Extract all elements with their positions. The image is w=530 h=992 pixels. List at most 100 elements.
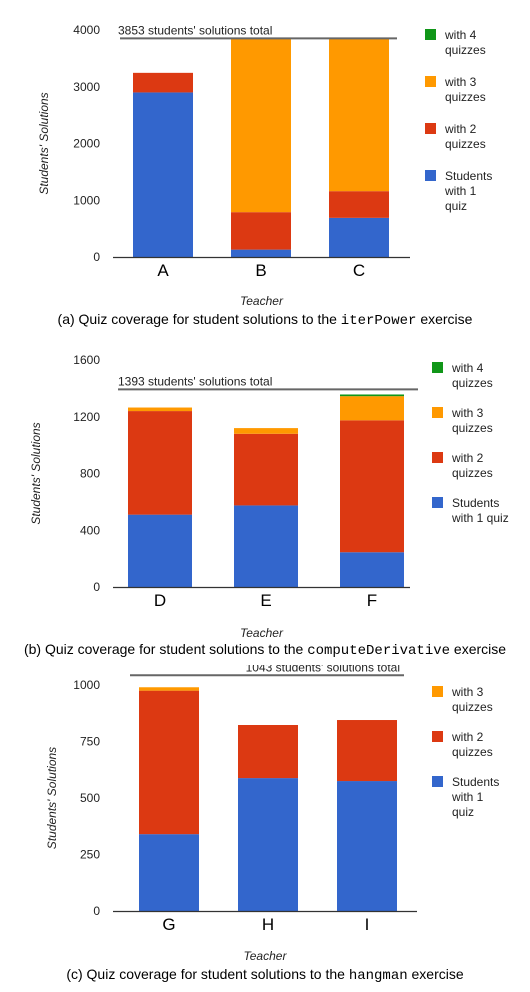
bar-segment xyxy=(340,394,404,397)
bar-segment xyxy=(340,396,404,421)
legend-label: with 3 xyxy=(444,75,477,89)
caption-prefix: (a) Quiz coverage for student solutions … xyxy=(57,311,337,327)
legend-label: quizzes xyxy=(452,745,493,759)
caption-code: hangman xyxy=(348,968,408,984)
y-tick-label: 1600 xyxy=(73,353,100,367)
y-tick-label: 1000 xyxy=(73,193,100,207)
bar-segment xyxy=(128,407,192,412)
caption-suffix: exercise xyxy=(420,311,473,327)
legend-label: quizzes xyxy=(452,421,493,435)
caption-suffix: exercise xyxy=(453,641,507,657)
total-label: 1393 students' solutions total xyxy=(118,374,272,388)
chart-hangman: 0 250 500 750 1000 G H I Teacher Students' Soluti… xyxy=(45,665,499,963)
bar-segment xyxy=(234,505,298,587)
legend-swatch xyxy=(432,407,443,418)
bar-segment xyxy=(128,411,192,515)
caption-hangman: (c) Quiz coverage for student solutions … xyxy=(0,966,530,984)
legend-label: quizzes xyxy=(452,700,493,714)
x-tick-label: A xyxy=(157,261,169,280)
legend-label: quiz xyxy=(452,805,474,819)
bar-segment xyxy=(231,249,291,257)
legend-label: Students xyxy=(445,169,492,183)
chart-panel-hangman: 0 250 500 750 1000 G H I Teacher Students' Soluti… xyxy=(0,665,530,992)
bar-segment xyxy=(234,433,298,506)
caption-computederivative: (b) Quiz coverage for student solutions … xyxy=(0,641,530,659)
x-tick-label: C xyxy=(353,261,365,280)
chart-computederivative: 0 400 800 1200 1600 D E F Teacher Students' Solut… xyxy=(29,353,509,640)
x-axis-title: Teacher xyxy=(244,949,288,963)
y-tick-label: 500 xyxy=(80,791,100,805)
bar-segment xyxy=(329,38,389,192)
chart-panel-computederivative: 0 400 800 1200 1600 D E F Teacher Students' Solut… xyxy=(0,330,530,665)
legend-label: quizzes xyxy=(452,376,493,390)
legend-label: Students xyxy=(452,775,499,789)
legend-label: quizzes xyxy=(445,137,486,151)
bar-segment xyxy=(337,720,397,782)
total-label: 3853 students' solutions total xyxy=(118,23,272,37)
caption-code: computeDerivative xyxy=(307,643,451,659)
y-axis-title: Students' Solutions xyxy=(37,92,51,194)
legend-label: with 1 quiz xyxy=(451,511,509,525)
bar-segment xyxy=(231,38,291,213)
y-axis-title: Students' Solutions xyxy=(45,747,59,849)
legend-label: with 3 xyxy=(451,406,484,420)
chart-iterpower: 0 1000 2000 3000 4000 A B C Teacher Students' Sol… xyxy=(37,23,492,308)
y-tick-label: 400 xyxy=(80,523,100,537)
y-tick-label: 800 xyxy=(80,467,100,481)
legend-label: with 2 xyxy=(451,730,484,744)
caption-prefix: (c) Quiz coverage for student solutions … xyxy=(66,966,345,982)
caption-code: iterPower xyxy=(340,313,417,329)
legend-swatch xyxy=(432,776,443,787)
bar-segment xyxy=(139,690,199,835)
x-tick-label: B xyxy=(255,261,266,280)
total-label: 1043 students' solutions total xyxy=(246,665,400,674)
bar-segment xyxy=(133,72,193,93)
bar-segment xyxy=(337,781,397,911)
bar-segment xyxy=(329,217,389,257)
bar-segment xyxy=(234,428,298,434)
legend-swatch xyxy=(425,76,436,87)
legend-swatch xyxy=(425,123,436,134)
y-axis-title: Students' Solutions xyxy=(29,422,43,524)
y-tick-label: 0 xyxy=(93,580,100,594)
y-tick-label: 1200 xyxy=(73,410,100,424)
x-tick-label: F xyxy=(367,591,377,610)
bar-segment xyxy=(238,778,298,911)
legend-label: with 4 xyxy=(451,361,484,375)
bar-segment xyxy=(340,420,404,553)
legend-swatch xyxy=(432,686,443,697)
y-tick-label: 4000 xyxy=(73,23,100,37)
bar-segment xyxy=(329,191,389,218)
caption-suffix: exercise xyxy=(411,966,464,982)
bar-segment xyxy=(133,92,193,257)
legend-label: with 2 xyxy=(451,451,484,465)
legend-label: quiz xyxy=(445,199,467,213)
x-axis-title: Teacher xyxy=(240,626,284,640)
legend-label: with 1 xyxy=(451,790,484,804)
legend-swatch xyxy=(425,29,436,40)
caption-prefix: (b) Quiz coverage for student solutions … xyxy=(23,641,304,657)
legend-swatch xyxy=(432,497,443,508)
legend-swatch xyxy=(432,362,443,373)
bar-segment xyxy=(231,212,291,250)
caption-iterpower: (a) Quiz coverage for student solutions … xyxy=(0,311,530,329)
bar-segment xyxy=(340,552,404,587)
y-tick-label: 0 xyxy=(93,904,100,918)
x-tick-label: D xyxy=(154,591,166,610)
y-tick-label: 250 xyxy=(80,848,100,862)
legend-label: quizzes xyxy=(452,466,493,480)
y-tick-label: 1000 xyxy=(73,678,100,692)
x-tick-label: G xyxy=(162,915,175,934)
legend-label: with 4 xyxy=(444,28,477,42)
x-tick-label: I xyxy=(365,915,370,934)
y-tick-label: 0 xyxy=(93,250,100,264)
legend-label: quizzes xyxy=(445,90,486,104)
bar-segment xyxy=(128,514,192,587)
x-tick-label: H xyxy=(262,915,274,934)
chart-panel-iterpower: 0 1000 2000 3000 4000 A B C Teacher Students' Sol… xyxy=(0,0,530,330)
bar-segment xyxy=(139,834,199,911)
y-tick-label: 750 xyxy=(80,735,100,749)
legend-label: Students xyxy=(452,496,499,510)
x-axis-title: Teacher xyxy=(240,294,284,308)
legend-label: quizzes xyxy=(445,43,486,57)
